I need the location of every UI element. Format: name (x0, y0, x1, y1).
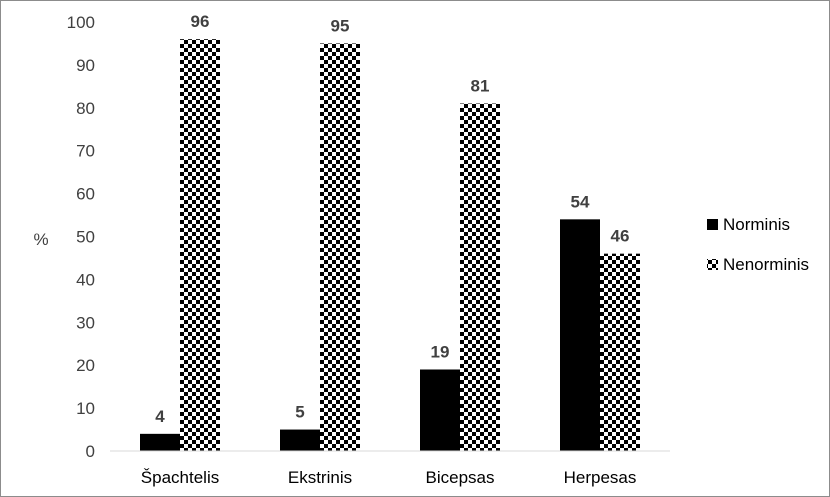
x-tick-label: Ekstrinis (288, 468, 352, 487)
data-labels: 4 96 5 95 19 81 54 46 (155, 12, 629, 426)
y-tick-label: 10 (76, 399, 95, 418)
bar-nenorminis (460, 103, 500, 451)
y-tick-label: 60 (76, 185, 95, 204)
y-axis-label: % (33, 230, 48, 249)
data-label: 54 (571, 192, 590, 211)
y-tick-label: 20 (76, 356, 95, 375)
x-tick-label: Špachtelis (141, 468, 219, 487)
y-tick-label: 70 (76, 142, 95, 161)
bars (140, 39, 640, 451)
data-label: 19 (431, 342, 450, 361)
data-label: 5 (295, 403, 304, 422)
bar-norminis (280, 429, 320, 451)
y-tick-label: 30 (76, 313, 95, 332)
y-axis-ticks: 0 10 20 30 40 50 60 70 80 90 100 (67, 13, 95, 461)
data-label: 81 (471, 77, 490, 96)
legend-swatch-nenorminis (707, 259, 718, 270)
y-tick-label: 50 (76, 228, 95, 247)
bar-nenorminis (600, 253, 640, 451)
x-tick-label: Herpesas (564, 468, 637, 487)
legend-label-nenorminis: Nenorminis (723, 255, 809, 274)
data-label: 46 (611, 227, 630, 246)
y-tick-label: 0 (86, 442, 95, 461)
data-label: 96 (191, 12, 210, 31)
y-tick-label: 100 (67, 13, 95, 32)
legend-label-norminis: Norminis (723, 215, 790, 234)
x-axis-categories: Špachtelis Ekstrinis Bicepsas Herpesas (141, 468, 637, 487)
y-tick-label: 40 (76, 270, 95, 289)
legend: Norminis Nenorminis (707, 215, 809, 274)
bar-norminis (140, 433, 180, 451)
data-label: 4 (155, 407, 165, 426)
bar-norminis (560, 219, 600, 451)
data-label: 95 (331, 16, 350, 35)
bar-nenorminis (180, 39, 220, 451)
y-tick-label: 80 (76, 99, 95, 118)
x-tick-label: Bicepsas (426, 468, 495, 487)
legend-swatch-norminis (707, 219, 718, 230)
y-tick-label: 90 (76, 56, 95, 75)
bar-norminis (420, 369, 460, 451)
bar-nenorminis (320, 43, 360, 451)
